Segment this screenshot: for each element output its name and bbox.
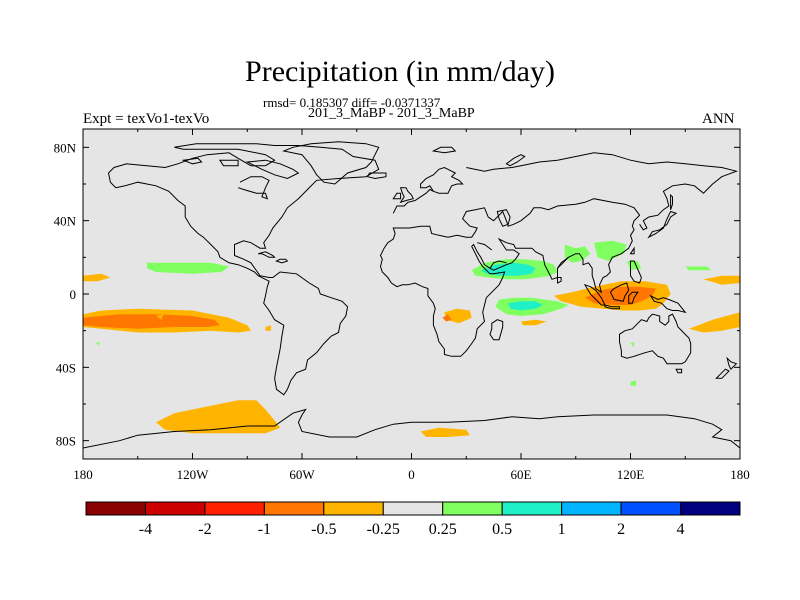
coastline-australia <box>619 313 692 365</box>
colorbar-swatch <box>204 501 265 516</box>
colorbar-swatch <box>501 501 563 516</box>
experiment-label: Expt = texVo1-texVo <box>83 111 210 127</box>
colorbar-label: -1 <box>258 521 271 538</box>
coastline-new-guinea <box>649 294 687 314</box>
dot-3 <box>265 325 271 331</box>
x-tick-label: 60E <box>511 467 532 482</box>
colorbar-label: -0.25 <box>367 521 400 538</box>
coastline-java <box>604 304 620 310</box>
coastline-new-zealand-north <box>726 356 738 371</box>
colorbar-swatch <box>442 501 503 516</box>
coastline-hudson-bay <box>237 176 270 200</box>
coastline-sri-lanka <box>557 277 562 284</box>
x-tick-label: 0 <box>408 467 415 482</box>
coastline-madagascar <box>489 319 504 341</box>
x-tick-label: 120W <box>177 467 210 482</box>
coastline-ireland <box>392 192 402 200</box>
coastline-europe-north <box>392 166 464 214</box>
colorbar-swatch <box>323 501 384 516</box>
coastline-new-zealand-south <box>715 368 730 379</box>
coastline-baffin-island <box>245 159 300 180</box>
colorbar-swatch <box>85 501 146 516</box>
coastline-siberia <box>466 152 739 231</box>
colorbar-swatch <box>620 501 682 516</box>
coastline-caspian <box>496 209 511 227</box>
coastline-philippines <box>630 260 642 284</box>
coastline-british-isles <box>399 187 415 204</box>
coastline-sulawesi <box>628 291 639 304</box>
coastline-india-east <box>557 256 569 269</box>
coastline-novaya-zemlya <box>505 154 526 167</box>
coastline-afro-eurasia <box>379 198 641 357</box>
x-tick-label: 120E <box>617 467 645 482</box>
coastline-japan <box>647 210 678 239</box>
stats-line: rmsd= 0.185307 diff= -0.0371337 <box>263 95 441 110</box>
dot-1 <box>442 314 452 322</box>
arabian-sea-core <box>480 262 536 276</box>
colorbar-label: 4 <box>677 521 685 538</box>
dot-6 <box>630 341 635 348</box>
y-tick-label: 80S <box>56 434 76 449</box>
antarctic-positive <box>420 427 470 437</box>
east-pacific-positive <box>703 275 740 285</box>
coastline-greenland <box>282 141 380 185</box>
colorbar-swatch <box>263 501 325 516</box>
x-tick-label: 180 <box>730 467 750 482</box>
colorbar-label: 0.5 <box>492 521 512 538</box>
coastline-svalbard <box>431 146 457 154</box>
colorbar-swatch <box>382 501 444 516</box>
season-label: ANN <box>702 111 735 127</box>
coastline-arabian-peninsula <box>477 242 493 251</box>
south-pacific-core <box>83 314 220 329</box>
coastline-arctic-islands-1 <box>181 157 203 165</box>
coastline-taiwan <box>629 246 635 255</box>
coastline-antarctica <box>83 408 740 459</box>
dot-4 <box>630 380 636 386</box>
dot-2 <box>156 314 164 320</box>
coastlines <box>83 141 740 459</box>
y-tick-label: 80N <box>54 140 77 155</box>
coastline-iceland <box>366 172 387 180</box>
colorbar-label: -0.5 <box>311 521 336 538</box>
coastline-cuba <box>258 251 276 258</box>
colorbar-label: -2 <box>198 521 211 538</box>
colorbar-swatch <box>561 501 622 516</box>
coastline-americas <box>107 143 380 396</box>
coastline-hispaniola <box>275 258 289 264</box>
central-pacific-negative <box>146 262 229 274</box>
colorbar: -4 -2 -1 -0.5 -0.25 0.25 0.5 1 2 4 <box>85 501 741 538</box>
colorbar-label: -4 <box>139 521 152 538</box>
y-tick-label: 40N <box>54 214 77 229</box>
coastline-sakhalin <box>670 193 673 210</box>
indochina-negative <box>594 240 627 261</box>
colorbar-label: 2 <box>617 521 625 538</box>
east-pacific-negative <box>685 266 711 271</box>
colorbar-swatch <box>680 501 741 516</box>
southeast-pacific-positive <box>688 312 740 333</box>
southern-ocean-positive <box>156 400 281 434</box>
colorbar-swatch <box>144 501 206 516</box>
x-tick-label: 60W <box>289 467 315 482</box>
madagascar-positive <box>521 319 547 326</box>
x-tick-label: 180 <box>73 467 93 482</box>
colorbar-label: 1 <box>558 521 566 538</box>
y-axis: 80N 40N 0 40S 80S <box>54 140 740 449</box>
coastline-tasmania <box>675 368 683 374</box>
colorbar-label: 0.25 <box>429 521 457 538</box>
case-label: 201_3_MaBP - 201_3_MaBP <box>308 106 475 121</box>
x-axis: 180 120W 60W 0 60E 120E 180 <box>73 129 750 482</box>
coastline-borneo <box>609 282 630 302</box>
indian-ocean-core <box>508 301 543 311</box>
coastline-arctic-islands-2 <box>218 159 239 167</box>
north-atlantic-positive <box>83 273 111 282</box>
y-tick-label: 40S <box>56 360 76 375</box>
coastline-arabia-coast <box>489 260 507 269</box>
dot-5 <box>95 341 100 346</box>
chart-title: Precipitation (in mm/day) <box>245 55 555 88</box>
y-tick-label: 0 <box>70 287 77 302</box>
